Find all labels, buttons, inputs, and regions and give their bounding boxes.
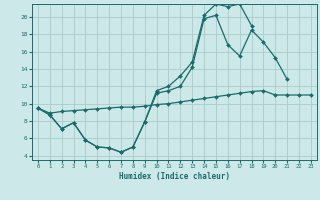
X-axis label: Humidex (Indice chaleur): Humidex (Indice chaleur) (119, 172, 230, 181)
